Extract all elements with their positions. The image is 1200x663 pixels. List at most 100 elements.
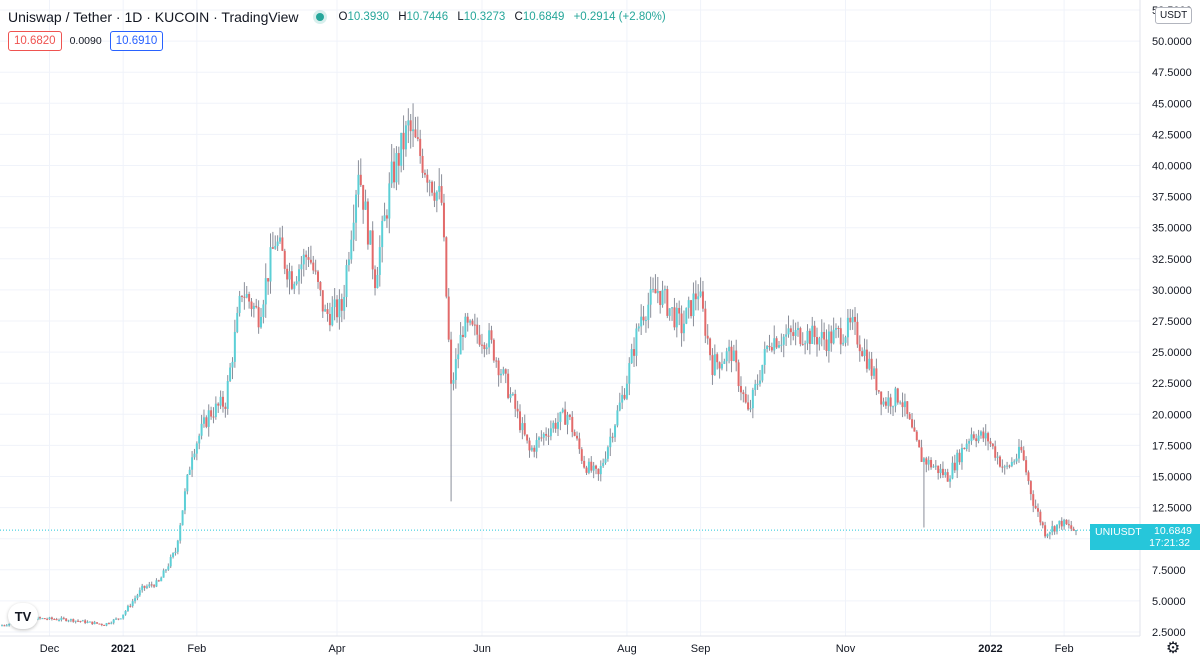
candle-body [112, 619, 115, 623]
candle-body [571, 416, 574, 433]
candle-body [376, 274, 379, 289]
candle-body [431, 181, 434, 193]
candle-body [903, 401, 906, 408]
price-tick-label: 40.0000 [1152, 161, 1192, 173]
candle-body [625, 383, 628, 399]
candle-body [621, 394, 624, 403]
candle-body [796, 328, 799, 331]
candle-body [827, 331, 830, 351]
candle-body [312, 262, 315, 271]
sell-price-button[interactable]: 10.6820 [8, 31, 62, 51]
candle-body [552, 422, 555, 429]
candle-body [984, 433, 987, 439]
candle-body [682, 323, 685, 334]
candle-body [471, 320, 474, 325]
candle-body [153, 585, 156, 587]
candle-body [792, 332, 795, 336]
candle-body [732, 350, 735, 361]
candle-body [951, 462, 954, 479]
candle-body [369, 230, 372, 245]
candle-body [333, 299, 336, 308]
candle-body [393, 161, 396, 183]
candle-body [782, 336, 785, 345]
candle-body [119, 618, 122, 620]
candle-body [1060, 520, 1063, 527]
candle-body [374, 269, 377, 289]
candle-body [343, 297, 346, 311]
candle-body [69, 619, 72, 621]
candle-body [528, 440, 531, 451]
buy-price-button[interactable]: 10.6910 [109, 31, 164, 51]
candle-body [777, 345, 780, 348]
candle-body [181, 510, 184, 526]
candle-body [81, 620, 84, 622]
candle-body [271, 247, 274, 249]
candle-body [409, 120, 412, 132]
symbol-title[interactable]: Uniswap / Tether · 1D · KUCOIN · Trading… [8, 9, 299, 25]
candle-body [704, 308, 707, 336]
candle-body [345, 265, 348, 298]
candle-body [1020, 446, 1023, 451]
price-tick-label: 22.5000 [1152, 378, 1192, 390]
tradingview-logo-icon[interactable]: TV [8, 603, 38, 629]
candle-body [240, 295, 243, 297]
candle-body [892, 406, 895, 408]
candle-body [507, 373, 510, 398]
candle-body [723, 361, 726, 364]
candle-body [901, 402, 904, 408]
candle-body [357, 174, 360, 195]
candle-body [832, 329, 835, 344]
candle-body [680, 313, 683, 334]
candle-body [968, 441, 971, 444]
candle-body [207, 410, 210, 427]
candle-body [896, 388, 899, 403]
time-tick-label: Feb [187, 643, 206, 655]
candle-body [122, 614, 125, 619]
candle-body [419, 138, 422, 156]
candle-body [1032, 494, 1035, 506]
last-price-value: 10.6849 [1154, 525, 1192, 538]
high-label: H [398, 11, 407, 23]
candle-body [835, 327, 838, 330]
candle-body [618, 402, 621, 411]
candle-body [138, 590, 141, 596]
candle-body [987, 433, 990, 442]
candle-body [542, 433, 545, 438]
candle-body [117, 618, 120, 620]
last-price-symbol: UNIUSDT [1095, 526, 1142, 539]
candle-body [925, 458, 928, 465]
candle-body [248, 293, 251, 302]
candle-body [229, 367, 232, 382]
candle-body [100, 623, 103, 625]
candle-body [485, 347, 488, 350]
candle-body [283, 250, 286, 269]
time-tick-label: 2022 [978, 643, 1002, 655]
candle-body [250, 301, 253, 310]
candle-body [566, 414, 569, 425]
candle-body [614, 425, 617, 438]
candle-body [578, 438, 581, 450]
candle-body [86, 621, 89, 623]
candle-body [554, 422, 557, 429]
time-tick-label: Sep [691, 643, 711, 655]
candle-body [210, 410, 213, 417]
candle-body [497, 360, 500, 376]
candle-body [754, 384, 757, 390]
candle-body [183, 491, 186, 511]
gear-icon[interactable]: ⚙ [1165, 640, 1181, 657]
candle-body [136, 595, 139, 599]
candle-body [217, 403, 220, 406]
candle-body [143, 585, 146, 588]
candle-body [302, 254, 305, 265]
candle-body [115, 618, 118, 620]
candle-body [576, 435, 579, 439]
candle-body [476, 324, 479, 335]
candle-body [637, 326, 640, 329]
candle-body [979, 431, 982, 436]
candle-body [131, 601, 134, 606]
currency-label[interactable]: USDT [1155, 7, 1193, 24]
candle-body [873, 368, 876, 376]
candle-body [963, 447, 966, 450]
